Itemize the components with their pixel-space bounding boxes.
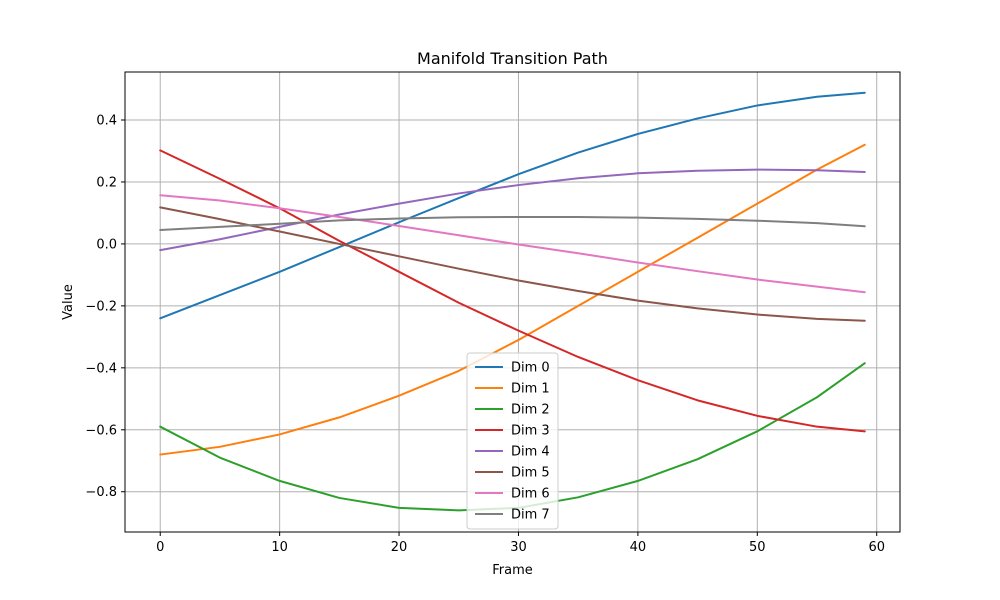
series-line-dim-0	[159, 91, 866, 320]
y-tick-label: −0.6	[85, 423, 117, 438]
legend-label: Dim 5	[511, 466, 550, 481]
legend-label: Dim 3	[511, 424, 550, 439]
x-tick-label: 10	[271, 540, 288, 555]
legend-label: Dim 7	[511, 508, 550, 523]
y-tick-label: 0.2	[96, 175, 117, 190]
series-line-dim-1	[159, 143, 866, 456]
y-tick-label: −0.2	[85, 299, 117, 314]
x-tick-label: 20	[391, 540, 408, 555]
y-axis-label: Value	[61, 284, 76, 320]
legend: Dim 0 Dim 1 Dim 2 Dim 3 Dim 4 Dim 5 Dim 6 Dim 7	[466, 352, 559, 530]
legend-label: Dim 0	[511, 361, 550, 376]
chart-title: Manifold Transition Path	[417, 49, 608, 68]
x-axis-label: Frame	[492, 563, 533, 578]
legend-label: Dim 4	[511, 445, 550, 460]
y-tick-label: 0.0	[96, 237, 117, 252]
axis-ticks: 0 10 20 30 40 50 60 −0.8 −0.6 −0.4 −0.2 0.0 0.2 0.4	[85, 114, 885, 555]
series-lines	[159, 91, 866, 512]
plot-area-frame	[124, 71, 901, 533]
series-line-dim-7	[159, 215, 866, 231]
legend-label: Dim 6	[511, 487, 550, 502]
x-tick-label: 0	[156, 540, 164, 555]
legend-label: Dim 2	[511, 403, 550, 418]
legend-label: Dim 1	[511, 382, 550, 397]
series-line-dim-6	[159, 194, 866, 294]
y-tick-label: −0.4	[85, 361, 117, 376]
y-tick-label: −0.8	[85, 485, 117, 500]
legend-box	[466, 352, 559, 530]
x-tick-label: 60	[868, 540, 885, 555]
series-line-dim-4	[159, 168, 866, 252]
y-tick-label: 0.4	[96, 114, 117, 129]
series-line-dim-5	[159, 206, 866, 322]
x-tick-label: 40	[630, 540, 647, 555]
x-tick-label: 30	[510, 540, 527, 555]
x-tick-label: 50	[749, 540, 766, 555]
